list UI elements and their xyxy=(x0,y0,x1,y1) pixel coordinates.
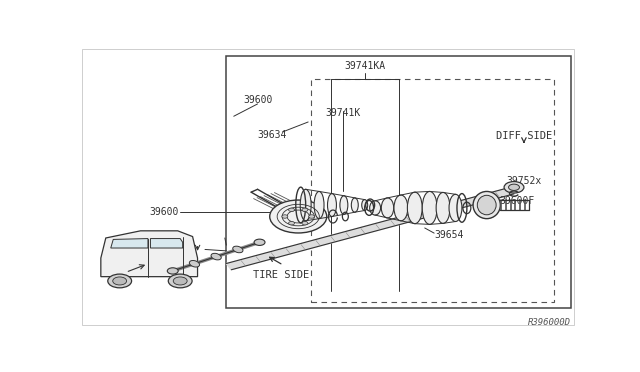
Ellipse shape xyxy=(504,182,524,193)
Ellipse shape xyxy=(509,184,520,190)
Text: 39741K: 39741K xyxy=(325,108,360,118)
Text: 39600: 39600 xyxy=(243,96,272,106)
Ellipse shape xyxy=(422,192,437,224)
Ellipse shape xyxy=(394,195,408,221)
Bar xyxy=(227,56,571,308)
Ellipse shape xyxy=(167,268,178,274)
Ellipse shape xyxy=(233,246,243,253)
Ellipse shape xyxy=(351,198,358,212)
Polygon shape xyxy=(150,238,182,248)
Ellipse shape xyxy=(289,208,294,212)
Ellipse shape xyxy=(381,198,394,218)
Ellipse shape xyxy=(308,215,315,218)
Ellipse shape xyxy=(300,189,311,221)
Ellipse shape xyxy=(473,192,500,219)
Bar xyxy=(310,79,554,302)
Text: 39654: 39654 xyxy=(435,230,464,240)
Ellipse shape xyxy=(436,192,450,223)
Text: 39752x: 39752x xyxy=(507,176,542,186)
Text: R396000D: R396000D xyxy=(528,318,571,327)
Ellipse shape xyxy=(211,253,221,260)
Ellipse shape xyxy=(340,196,348,214)
Text: 39600: 39600 xyxy=(150,207,179,217)
Ellipse shape xyxy=(189,260,200,267)
Ellipse shape xyxy=(168,274,192,288)
Ellipse shape xyxy=(314,192,324,219)
Ellipse shape xyxy=(282,215,288,218)
Polygon shape xyxy=(111,238,148,248)
Text: 39634: 39634 xyxy=(258,130,287,140)
Ellipse shape xyxy=(108,274,132,288)
Ellipse shape xyxy=(302,221,308,225)
Text: DIFF SIDE: DIFF SIDE xyxy=(496,131,552,141)
Ellipse shape xyxy=(289,221,294,225)
Text: 39741KA: 39741KA xyxy=(344,61,386,71)
Text: 39600F: 39600F xyxy=(499,196,534,206)
Ellipse shape xyxy=(254,239,265,246)
Ellipse shape xyxy=(449,194,462,221)
Ellipse shape xyxy=(328,193,337,217)
Ellipse shape xyxy=(370,201,381,215)
Ellipse shape xyxy=(408,192,422,224)
Ellipse shape xyxy=(302,208,308,212)
Polygon shape xyxy=(227,187,514,270)
Ellipse shape xyxy=(477,195,496,215)
Text: TIRE SIDE: TIRE SIDE xyxy=(253,270,309,280)
Ellipse shape xyxy=(113,277,127,285)
Polygon shape xyxy=(101,231,198,277)
Ellipse shape xyxy=(269,200,327,233)
Ellipse shape xyxy=(362,200,367,211)
Ellipse shape xyxy=(173,277,187,285)
